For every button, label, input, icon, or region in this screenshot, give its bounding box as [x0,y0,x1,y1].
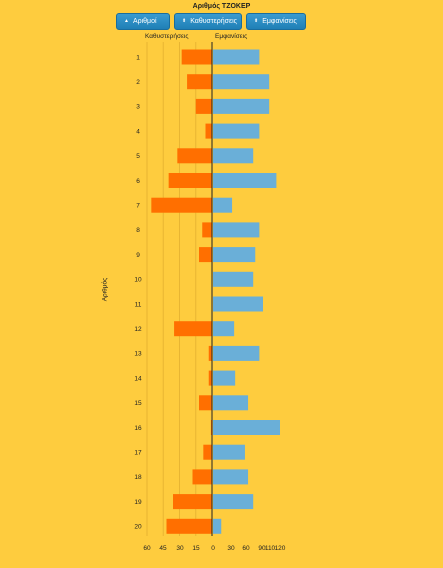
delays-bar [173,494,212,510]
category-label: 11 [135,301,142,308]
category-label: 10 [134,277,142,284]
category-label: 8 [136,227,140,234]
category-label: 1 [136,54,140,61]
category-label: 16 [134,425,142,432]
sort-both-icon: ⬍ [254,18,259,24]
delays-bar [205,123,212,139]
delays-bar [202,222,212,238]
appearances-bar [213,271,254,287]
appearances-bar [213,469,249,485]
appearances-bar [213,197,233,213]
x-tick-label: 45 [159,545,167,552]
appearances-bar [213,49,260,65]
category-label: 4 [136,128,140,135]
category-label: 19 [134,499,142,506]
category-label: 12 [134,326,142,333]
x-tick-label: 30 [227,545,235,552]
category-label: 20 [134,524,142,531]
delays-bar [208,370,212,386]
delays-bar [203,444,212,460]
sort-appearances-button[interactable]: ⬍ Εμφανίσεις [246,13,306,30]
sort-delays-button[interactable]: ⬍ Καθυστερήσεις [174,13,242,30]
appearances-bar [213,444,245,460]
category-label: 2 [136,79,140,86]
appearances-bar [213,420,280,435]
category-label: 5 [136,153,140,160]
appearances-bar [213,98,270,114]
sort-up-icon: ▲ [124,18,129,24]
category-label: 6 [136,178,140,185]
delays-bar [168,173,212,188]
category-label: 9 [136,252,140,259]
chart-title: Αριθμός ΤΖΟΚΕΡ [192,3,251,10]
appearances-series-header: Εμφανίσεις [215,33,248,40]
delays-series-header: Καθυστερήσεις [145,33,189,40]
delays-bar [199,247,212,263]
delays-bar [177,148,212,164]
category-label: 13 [134,351,142,358]
x-tick-label: 60 [242,545,250,552]
category-label: 3 [136,104,140,111]
sort-button-bar: ▲ Αριθμοί ⬍ Καθυστερήσεις ⬍ Εμφανίσεις [116,13,306,30]
appearances-bar [213,74,270,90]
appearances-bar [213,518,222,534]
sort-appearances-label: Εμφανίσεις [262,18,297,25]
delays-bar [199,395,212,411]
appearances-bar [213,345,260,361]
x-tick-label: 30 [176,545,184,552]
appearances-bar [213,222,260,238]
sort-numbers-button[interactable]: ▲ Αριθμοί [116,13,170,30]
delays-bar [166,518,212,534]
delays-bar [208,345,212,361]
delays-bar [151,197,212,213]
delays-bar [174,321,212,337]
x-tick-label: 60 [143,545,151,552]
category-label: 14 [134,375,142,382]
x-tick-label: 120 [275,545,286,552]
appearances-bar [213,148,254,164]
sort-both-icon: ⬍ [182,18,187,24]
appearances-bar [213,494,254,510]
sort-numbers-label: Αριθμοί [132,18,157,25]
sort-delays-label: Καθυστερήσεις [190,18,238,25]
delays-bar [187,74,212,90]
category-label: 17 [134,450,142,457]
delays-bar [192,469,212,485]
appearances-bar [213,173,277,188]
x-tick-label: 90 [258,545,266,552]
appearances-bar [213,247,256,263]
delays-bar [181,49,212,65]
appearances-bar [213,296,263,312]
appearances-bar [213,395,249,411]
appearances-bar [213,123,260,139]
x-tick-label: 0 [211,545,215,552]
x-tick-label: 110 [265,545,276,552]
delays-bar [210,420,212,435]
category-label: 7 [136,203,140,210]
x-tick-label: 15 [192,545,200,552]
category-label: 15 [134,400,142,407]
delays-bar [195,98,212,114]
category-label: 18 [134,474,142,481]
appearances-bar [213,370,236,386]
appearances-bar [213,321,235,337]
